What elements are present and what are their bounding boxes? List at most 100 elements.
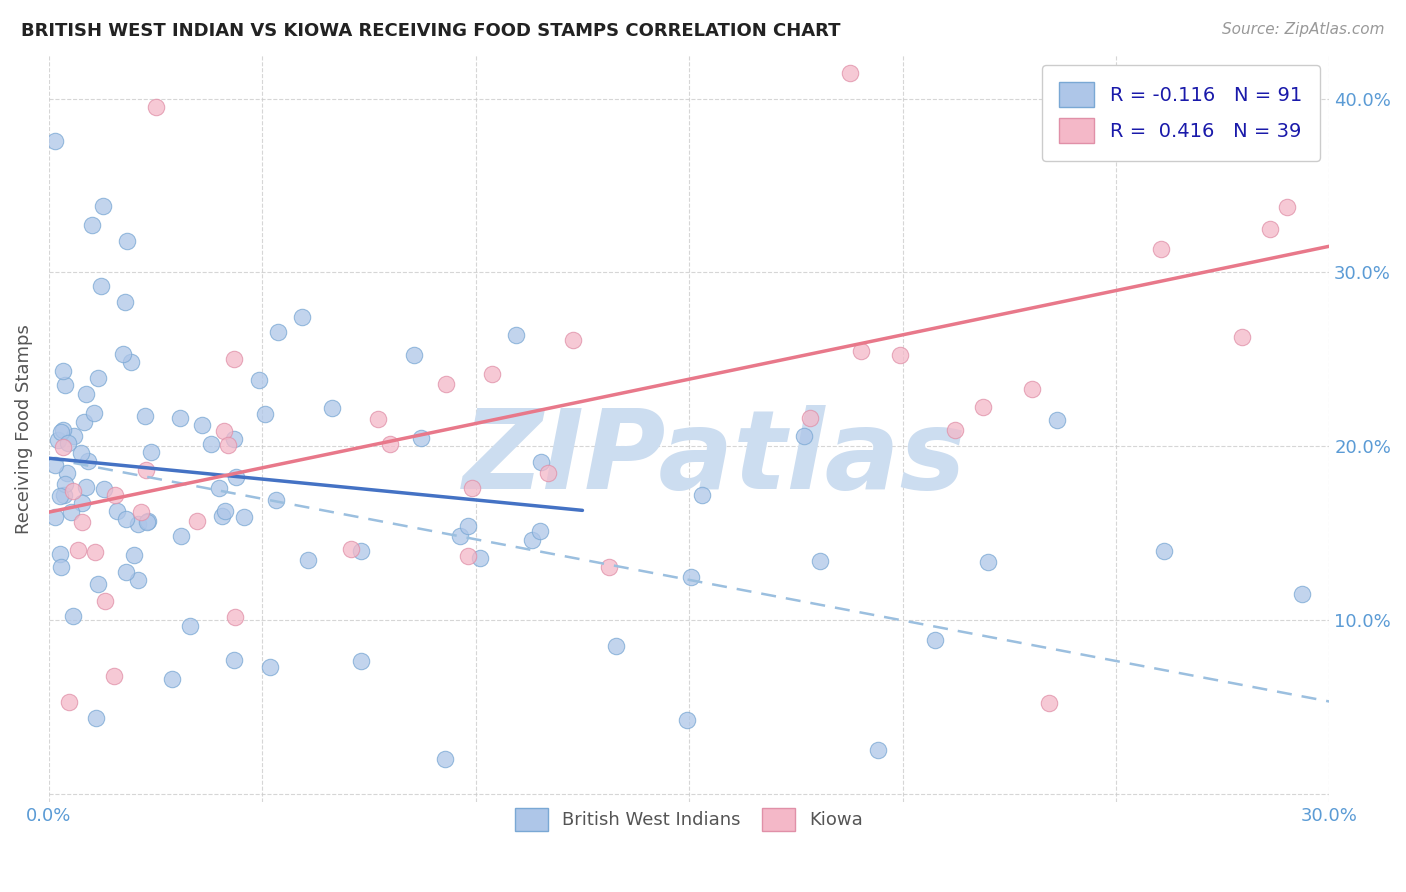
Point [297,553,319,567]
Point [129,504,152,518]
Point [127,573,149,587]
Point [367,411,389,425]
Point [139,444,162,458]
Point [943,423,966,437]
Point [1230,330,1253,344]
Point [44,509,66,524]
Point [1275,200,1298,214]
Point [350,544,373,558]
Point [191,417,214,432]
Point [461,481,484,495]
Point [53,476,76,491]
Point [135,463,157,477]
Point [1153,543,1175,558]
Point [103,488,125,502]
Point [127,517,149,532]
Point [522,533,544,547]
Point [76,386,98,401]
Point [56,467,79,481]
Point [434,752,457,766]
Point [253,407,276,421]
Point [972,400,994,414]
Point [810,554,832,568]
Point [924,633,946,648]
Point [470,551,492,566]
Point [676,713,699,727]
Point [134,409,156,423]
Point [179,618,201,632]
Point [409,431,432,445]
Point [481,368,503,382]
Point [350,654,373,668]
Point [83,545,105,559]
Point [225,470,247,484]
Point [690,488,713,502]
Point [120,355,142,369]
Point [598,560,620,574]
Point [1045,412,1067,426]
Point [267,326,290,340]
Point [111,347,134,361]
Point [457,549,479,564]
Point [679,570,702,584]
Point [72,496,94,510]
Point [562,333,585,347]
Point [62,608,84,623]
Point [217,437,239,451]
Point [52,364,75,378]
Point [90,279,112,293]
Point [793,429,815,443]
Point [169,411,191,425]
Point [44,458,66,472]
Point [49,547,72,561]
Point [291,310,314,324]
Point [56,435,79,450]
Point [145,100,167,114]
Point [77,454,100,468]
Point [44,134,66,148]
Point [222,432,245,446]
Point [868,743,890,757]
Point [457,518,479,533]
Point [52,423,75,437]
Point [247,373,270,387]
Text: Source: ZipAtlas.com: Source: ZipAtlas.com [1222,22,1385,37]
Legend: British West Indians, Kiowa: British West Indians, Kiowa [501,794,877,846]
Point [49,425,72,440]
Point [505,328,527,343]
Point [69,445,91,459]
Text: BRITISH WEST INDIAN VS KIOWA RECEIVING FOOD STAMPS CORRELATION CHART: BRITISH WEST INDIAN VS KIOWA RECEIVING F… [21,22,841,40]
Point [93,594,115,608]
Point [48,489,70,503]
Point [86,710,108,724]
Point [1021,382,1043,396]
Point [186,514,208,528]
Point [340,541,363,556]
Point [117,234,139,248]
Point [162,672,184,686]
Point [200,436,222,450]
Point [434,376,457,391]
Point [232,509,254,524]
Point [105,504,128,518]
Point [977,556,1000,570]
Point [62,483,84,498]
Point [839,65,862,79]
Point [75,479,97,493]
Point [93,483,115,497]
Point [91,199,114,213]
Point [378,437,401,451]
Point [58,695,80,709]
Point [80,218,103,232]
Point [52,488,75,502]
Point [1258,222,1281,236]
Point [67,543,90,558]
Point [224,610,246,624]
Point [1150,242,1173,256]
Point [537,466,560,480]
Point [799,411,821,425]
Point [1038,696,1060,710]
Point [849,344,872,359]
Point [138,514,160,528]
Point [208,481,231,495]
